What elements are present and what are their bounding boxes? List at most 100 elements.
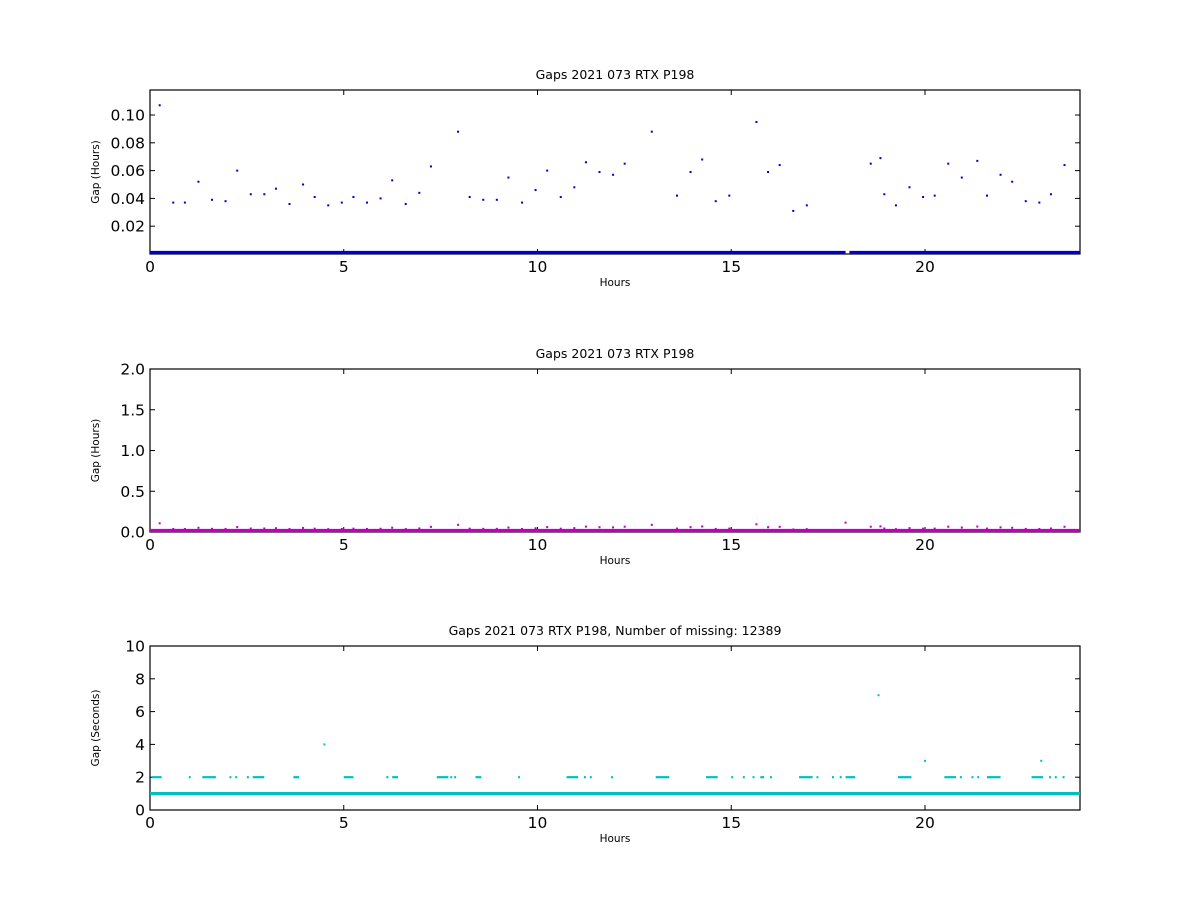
data-point bbox=[559, 527, 562, 530]
data-point bbox=[546, 169, 549, 172]
data-point bbox=[714, 527, 717, 530]
data-point bbox=[327, 528, 330, 531]
x-tick-label: 20 bbox=[915, 814, 935, 832]
data-point bbox=[879, 525, 882, 528]
data-point bbox=[1063, 525, 1066, 528]
data-point bbox=[521, 527, 523, 530]
y-axis-label: Gap (Hours) bbox=[90, 140, 102, 204]
y-tick-label: 2 bbox=[135, 769, 145, 787]
data-point bbox=[755, 523, 758, 526]
data-point bbox=[495, 527, 498, 530]
data-point bbox=[1063, 164, 1066, 167]
y-tick-label: 8 bbox=[135, 670, 145, 688]
data-point bbox=[714, 200, 717, 203]
data-point bbox=[263, 193, 266, 196]
y-axis-label: Gap (Hours) bbox=[90, 419, 102, 483]
data-point bbox=[701, 525, 704, 528]
data-point bbox=[584, 525, 587, 528]
data-point bbox=[767, 526, 770, 529]
y-tick-label: 1.5 bbox=[120, 401, 145, 419]
data-point bbox=[274, 187, 277, 190]
plot-frame bbox=[149, 368, 1081, 533]
data-point bbox=[468, 527, 471, 530]
data-point bbox=[323, 743, 326, 746]
data-point bbox=[869, 525, 872, 528]
y-tick-label: 0.5 bbox=[120, 483, 145, 501]
data-point bbox=[908, 186, 911, 189]
data-point bbox=[391, 179, 394, 182]
data-point bbox=[933, 527, 936, 530]
data-point bbox=[546, 526, 549, 529]
data-point bbox=[379, 527, 382, 530]
x-tick-label: 10 bbox=[528, 536, 548, 554]
x-tick-label: 5 bbox=[339, 536, 349, 554]
data-point bbox=[457, 130, 460, 133]
y-tick-label: 4 bbox=[135, 736, 145, 754]
data-point bbox=[302, 183, 305, 186]
x-axis-label: Hours bbox=[600, 555, 631, 567]
data-point bbox=[650, 130, 653, 133]
data-point bbox=[792, 528, 795, 531]
data-point bbox=[778, 525, 781, 528]
x-tick-label: 0 bbox=[145, 536, 155, 554]
data-point bbox=[879, 157, 882, 160]
x-axis-label: Hours bbox=[600, 833, 631, 845]
x-tick-label: 10 bbox=[528, 258, 548, 276]
data-point bbox=[598, 171, 601, 173]
y-tick-label: 0.02 bbox=[110, 218, 145, 236]
data-point bbox=[883, 527, 886, 530]
data-point bbox=[263, 527, 266, 530]
x-axis-label: Hours bbox=[600, 277, 631, 289]
x-tick-label: 15 bbox=[721, 814, 741, 832]
data-point bbox=[1040, 759, 1043, 762]
data-point bbox=[352, 527, 355, 530]
data-point bbox=[869, 162, 872, 165]
data-point bbox=[224, 527, 227, 530]
data-point bbox=[701, 158, 704, 161]
data-point bbox=[1049, 193, 1052, 196]
data-point bbox=[728, 194, 731, 197]
data-point bbox=[986, 527, 988, 530]
data-point bbox=[612, 173, 615, 176]
data-point bbox=[183, 527, 186, 530]
data-point bbox=[521, 201, 523, 204]
data-point bbox=[366, 201, 368, 204]
data-point bbox=[623, 162, 626, 165]
data-point bbox=[844, 521, 847, 524]
data-point bbox=[676, 194, 678, 197]
data-point bbox=[1038, 527, 1041, 530]
data-point bbox=[158, 104, 161, 107]
data-point bbox=[986, 194, 988, 197]
data-point bbox=[573, 186, 576, 189]
data-point bbox=[573, 527, 576, 530]
x-tick-label: 0 bbox=[145, 258, 155, 276]
data-point bbox=[313, 196, 316, 199]
data-point bbox=[534, 527, 537, 530]
data-point bbox=[418, 527, 421, 530]
data-point bbox=[1024, 200, 1027, 203]
data-point bbox=[302, 526, 305, 529]
y-axis-label: Gap (Seconds) bbox=[90, 690, 102, 767]
y-tick-label: 0.04 bbox=[110, 190, 145, 208]
data-point bbox=[1011, 180, 1014, 183]
data-point bbox=[805, 528, 808, 531]
y-tick-label: 6 bbox=[135, 703, 145, 721]
data-point bbox=[236, 169, 239, 172]
x-tick-label: 5 bbox=[339, 814, 349, 832]
data-point bbox=[1049, 527, 1052, 530]
data-point bbox=[894, 204, 897, 207]
data-point bbox=[894, 528, 897, 531]
data-point bbox=[689, 526, 692, 529]
y-tick-label: 2.0 bbox=[120, 361, 145, 379]
data-point bbox=[792, 209, 795, 212]
data-point bbox=[391, 526, 394, 529]
data-point bbox=[288, 528, 291, 531]
data-point bbox=[236, 526, 239, 529]
data-point bbox=[960, 176, 963, 179]
chart-title: Gaps 2021 073 RTX P198, Number of missin… bbox=[449, 623, 782, 638]
data-point bbox=[366, 527, 368, 530]
chart-title: Gaps 2021 073 RTX P198 bbox=[536, 346, 695, 361]
data-point bbox=[598, 526, 601, 529]
data-point bbox=[877, 694, 880, 697]
data-point bbox=[999, 526, 1002, 529]
